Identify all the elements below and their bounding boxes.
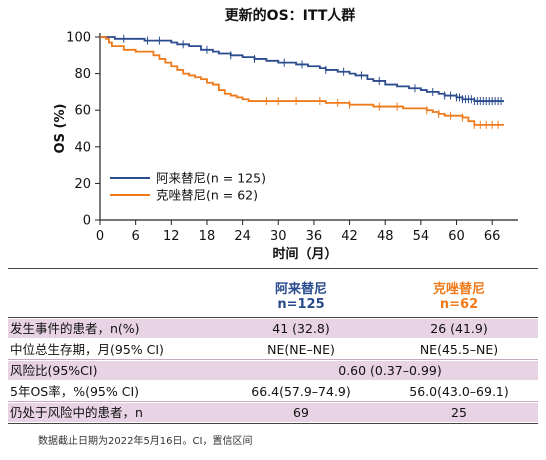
x-tick-label: 0: [96, 229, 104, 244]
table-bottom-rule: [8, 423, 538, 424]
series-line-1: [100, 36, 505, 126]
col1-header: 阿来替尼: [274, 282, 327, 297]
series-line-0: [100, 36, 505, 102]
chart-title: 更新的OS：ITT人群: [225, 7, 356, 24]
row-value-crizotinib: NE(45.5–NE): [419, 342, 499, 357]
x-tick-label: 48: [377, 229, 394, 244]
table-top-rule: [8, 268, 538, 269]
row-value-crizotinib: 56.0(43.0–69.1): [409, 384, 509, 399]
row-value-crizotinib: 25: [451, 405, 467, 420]
km-chart: 更新的OS：ITT人群 0 20 40 60 80 100 0 6 12 18 24 30 36 42 48 5…: [53, 7, 518, 262]
row-value-span: 0.60 (0.37–0.99): [338, 363, 442, 378]
col2-n: n=62: [439, 297, 479, 312]
x-tick-label: 12: [163, 229, 180, 244]
x-tick-label: 60: [448, 229, 465, 244]
x-tick-label: 24: [234, 229, 251, 244]
row-value-alectinib: 41 (32.8): [272, 321, 330, 336]
x-tick-label: 42: [341, 229, 358, 244]
row-label: 发生事件的患者，n(%): [10, 321, 140, 336]
y-tick-label: 20: [74, 177, 91, 192]
row-label: 5年OS率，%(95% CI): [10, 384, 140, 399]
x-tick-label: 6: [132, 229, 140, 244]
col1-n: n=125: [277, 297, 325, 312]
col1-header-block: 阿来替尼 n=125: [246, 282, 356, 312]
row-label: 仍处于风险中的患者，n: [10, 405, 143, 420]
row-divider: [8, 359, 538, 360]
col2-header-block: 克唑替尼 n=62: [384, 282, 534, 312]
row-value-alectinib: 66.4(57.9–74.9): [251, 384, 351, 399]
legend-label-1: 克唑替尼(n = 62): [156, 188, 258, 203]
footnote: 数据截止日期为2022年5月16日。CI，置信区间: [38, 436, 253, 447]
table-row: 风险比(95%CI) 0.60 (0.37–0.99): [8, 361, 538, 380]
row-value-alectinib: 69: [293, 405, 309, 420]
x-tick-label: 66: [484, 229, 501, 244]
row-value-crizotinib: 26 (41.9): [430, 321, 488, 336]
col2-header: 克唑替尼: [432, 282, 485, 297]
y-axis-label: OS (%): [53, 104, 68, 154]
table-row: 中位总生存期，月(95% CI) NE(NE–NE) NE(45.5–NE): [8, 340, 538, 359]
table-row: 仍处于风险中的患者，n 69 25: [8, 403, 538, 422]
row-divider: [8, 401, 538, 402]
row-label: 风险比(95%CI): [10, 363, 98, 378]
y-tick-label: 40: [74, 140, 91, 155]
x-axis-label: 时间（月）: [272, 246, 337, 262]
row-label: 中位总生存期，月(95% CI): [10, 342, 164, 357]
x-tick-label: 30: [270, 229, 287, 244]
table-row: 发生事件的患者，n(%) 41 (32.8) 26 (41.9): [8, 319, 538, 338]
y-tick-label: 60: [74, 104, 91, 119]
row-value-alectinib: NE(NE–NE): [267, 342, 335, 357]
x-tick-label: 54: [413, 229, 430, 244]
table-header-rule: [8, 317, 538, 318]
y-tick-label: 100: [66, 31, 91, 46]
x-tick-label: 18: [199, 229, 216, 244]
x-tick-label: 36: [306, 229, 323, 244]
legend-label-0: 阿来替尼(n = 125): [156, 171, 266, 186]
y-tick-label: 0: [83, 214, 91, 229]
table-row: 5年OS率，%(95% CI) 66.4(57.9–74.9) 56.0(43.…: [8, 382, 538, 401]
y-tick-label: 80: [74, 67, 91, 82]
